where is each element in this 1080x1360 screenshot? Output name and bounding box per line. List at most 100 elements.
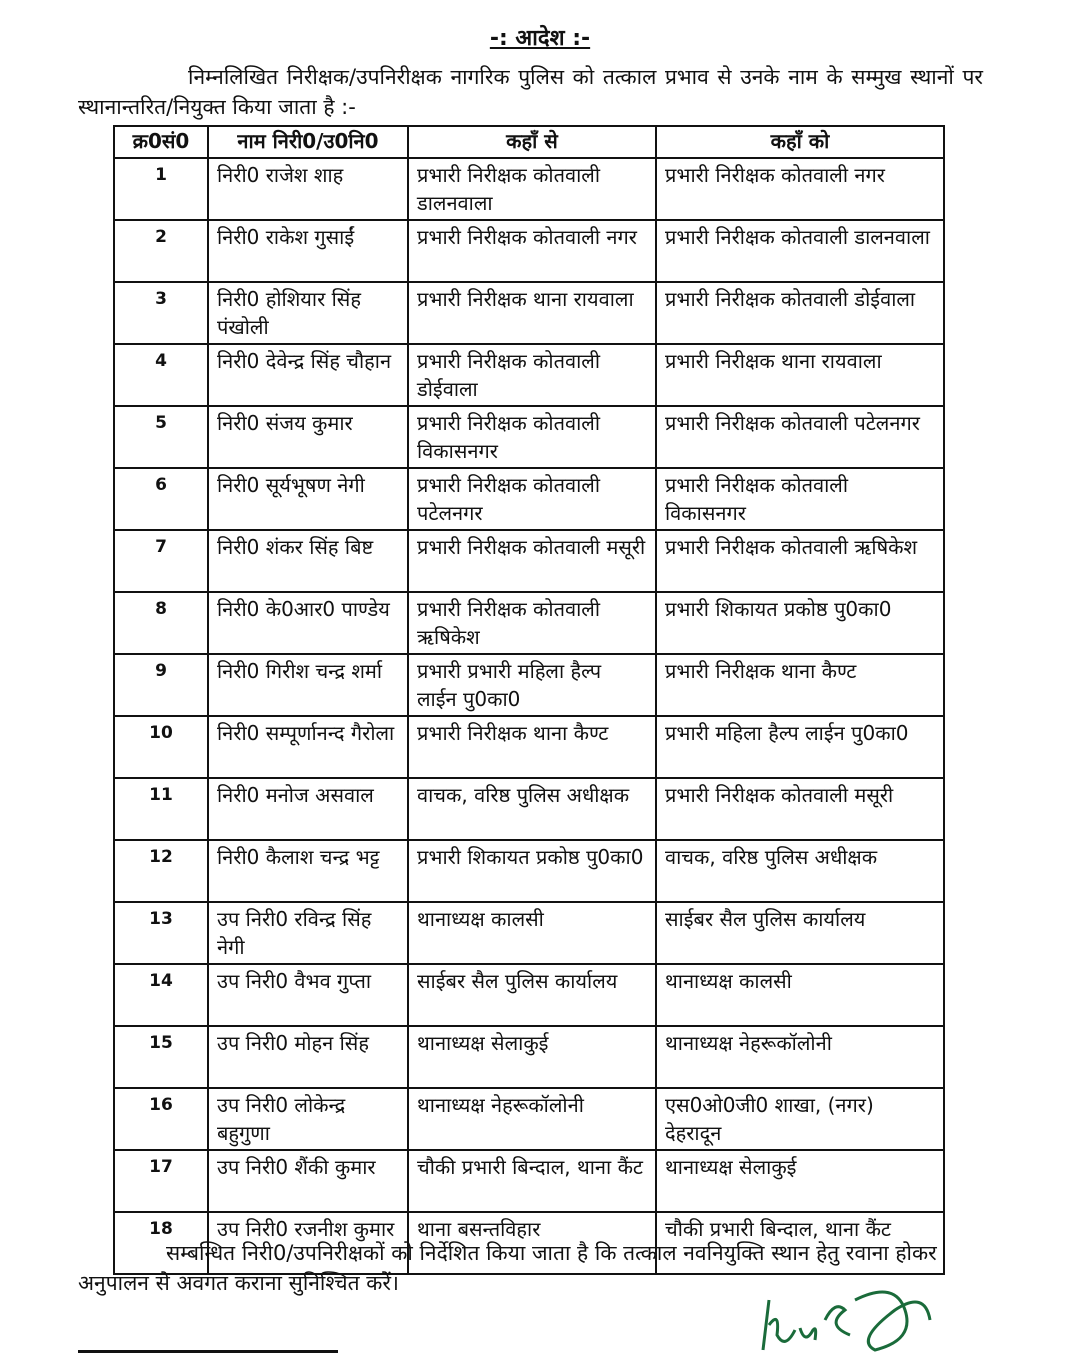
- serial-cell: 18: [113, 1211, 209, 1275]
- serial-cell: 1: [113, 157, 209, 221]
- from-cell: प्रभारी निरीक्षक कोतवाली पटेलनगर: [407, 467, 657, 531]
- from-cell: प्रभारी निरीक्षक कोतवाली नगर: [407, 219, 657, 283]
- to-cell: प्रभारी निरीक्षक कोतवाली मसूरी: [655, 777, 945, 841]
- to-cell: प्रभारी निरीक्षक कोतवाली डोईवाला: [655, 281, 945, 345]
- header-serial: क्र0सं0: [113, 125, 209, 159]
- from-cell: प्रभारी निरीक्षक थाना कैण्ट: [407, 715, 657, 779]
- table-row: 11 निरी0 मनोज असवाल वाचक, वरिष्ठ पुलिस अधी…: [113, 777, 945, 841]
- name-cell: निरी0 शंकर सिंह बिष्ट: [207, 529, 409, 593]
- name-cell: निरी0 राकेश गुसाईं: [207, 219, 409, 283]
- to-cell: प्रभारी निरीक्षक कोतवाली विकासनगर: [655, 467, 945, 531]
- from-cell: प्रभारी शिकायत प्रकोष्ठ पु0का0: [407, 839, 657, 903]
- from-cell: प्रभारी निरीक्षक थाना रायवाला: [407, 281, 657, 345]
- serial-cell: 11: [113, 777, 209, 841]
- to-cell: प्रभारी निरीक्षक कोतवाली नगर: [655, 157, 945, 221]
- serial-cell: 2: [113, 219, 209, 283]
- serial-cell: 16: [113, 1087, 209, 1151]
- table-row: 16 उप निरी0 लोकेन्द्र बहुगुणा थानाध्यक्ष न…: [113, 1087, 945, 1151]
- from-cell: प्रभारी निरीक्षक कोतवाली ऋषिकेश: [407, 591, 657, 655]
- header-to: कहाँ को: [655, 125, 945, 159]
- table-row: 18 उप निरी0 रजनीश कुमार थाना बसन्तविहार चौक…: [113, 1211, 945, 1275]
- serial-cell: 17: [113, 1149, 209, 1213]
- serial-cell: 3: [113, 281, 209, 345]
- name-cell: निरी0 राजेश शाह: [207, 157, 409, 221]
- table-header-row: क्र0सं0 नाम निरी0/उ0नि0 कहाँ से कहाँ को: [113, 125, 945, 159]
- name-cell: निरी0 सूर्यभूषण नेगी: [207, 467, 409, 531]
- order-title: -: आदेश :-: [489, 26, 591, 51]
- table-row: 12 निरी0 कैलाश चन्द्र भट्ट प्रभारी शिकायत …: [113, 839, 945, 903]
- from-cell: थानाध्यक्ष नेहरूकॉलोनी: [407, 1087, 657, 1151]
- table-row: 1 निरी0 राजेश शाह प्रभारी निरीक्षक कोतवाली…: [113, 157, 945, 221]
- from-cell: थाना बसन्तविहार: [407, 1211, 657, 1275]
- from-cell: थानाध्यक्ष सेलाकुई: [407, 1025, 657, 1089]
- to-cell: वाचक, वरिष्ठ पुलिस अधीक्षक: [655, 839, 945, 903]
- from-cell: चौकी प्रभारी बिन्दाल, थाना कैंट: [407, 1149, 657, 1213]
- from-cell: प्रभारी निरीक्षक कोतवाली डोईवाला: [407, 343, 657, 407]
- serial-cell: 13: [113, 901, 209, 965]
- to-cell: प्रभारी निरीक्षक कोतवाली पटेलनगर: [655, 405, 945, 469]
- signature: [761, 1290, 932, 1352]
- to-cell: एस0ओ0जी0 शाखा, (नगर) देहरादून: [655, 1087, 945, 1151]
- closing-paragraph: सम्बन्धित निरी0/उपनिरीक्षकों को निर्देशि…: [78, 1241, 937, 1295]
- to-cell: चौकी प्रभारी बिन्दाल, थाना कैंट: [655, 1211, 945, 1275]
- serial-cell: 6: [113, 467, 209, 531]
- serial-cell: 8: [113, 591, 209, 655]
- header-from: कहाँ से: [407, 125, 657, 159]
- from-cell: वाचक, वरिष्ठ पुलिस अधीक्षक: [407, 777, 657, 841]
- to-cell: थानाध्यक्ष सेलाकुई: [655, 1149, 945, 1213]
- serial-cell: 10: [113, 715, 209, 779]
- name-cell: निरी0 संजय कुमार: [207, 405, 409, 469]
- to-cell: प्रभारी निरीक्षक थाना रायवाला: [655, 343, 945, 407]
- to-cell: साईबर सैल पुलिस कार्यालय: [655, 901, 945, 965]
- from-cell: प्रभारी निरीक्षक कोतवाली मसूरी: [407, 529, 657, 593]
- to-cell: थानाध्यक्ष कालसी: [655, 963, 945, 1027]
- to-cell: प्रभारी महिला हैल्प लाईन पु0का0: [655, 715, 945, 779]
- table-row: 17 उप निरी0 शैंकी कुमार चौकी प्रभारी बिन्द…: [113, 1149, 945, 1213]
- to-cell: प्रभारी निरीक्षक थाना कैण्ट: [655, 653, 945, 717]
- name-cell: उप निरी0 मोहन सिंह: [207, 1025, 409, 1089]
- name-cell: उप निरी0 रविन्द्र सिंह नेगी: [207, 901, 409, 965]
- name-cell: उप निरी0 लोकेन्द्र बहुगुणा: [207, 1087, 409, 1151]
- table-row: 8 निरी0 के0आर0 पाण्डेय प्रभारी निरीक्षक को…: [113, 591, 945, 655]
- table-row: 10 निरी0 सम्पूर्णानन्द गैरोला प्रभारी निरी…: [113, 715, 945, 779]
- serial-cell: 14: [113, 963, 209, 1027]
- table-row: 5 निरी0 संजय कुमार प्रभारी निरीक्षक कोतवाल…: [113, 405, 945, 469]
- table-row: 2 निरी0 राकेश गुसाईं प्रभारी निरीक्षक कोतव…: [113, 219, 945, 283]
- table-row: 4 निरी0 देवेन्द्र सिंह चौहान प्रभारी निरीक…: [113, 343, 945, 407]
- serial-cell: 7: [113, 529, 209, 593]
- name-cell: निरी0 मनोज असवाल: [207, 777, 409, 841]
- table-row: 3 निरी0 होशियार सिंह पंखोली प्रभारी निरीक्…: [113, 281, 945, 345]
- from-cell: प्रभारी निरीक्षक कोतवाली डालनवाला: [407, 157, 657, 221]
- name-cell: निरी0 गिरीश चन्द्र शर्मा: [207, 653, 409, 717]
- name-cell: निरी0 कैलाश चन्द्र भट्ट: [207, 839, 409, 903]
- serial-cell: 12: [113, 839, 209, 903]
- table-row: 6 निरी0 सूर्यभूषण नेगी प्रभारी निरीक्षक को…: [113, 467, 945, 531]
- serial-cell: 4: [113, 343, 209, 407]
- name-cell: निरी0 देवेन्द्र सिंह चौहान: [207, 343, 409, 407]
- to-cell: प्रभारी निरीक्षक कोतवाली ऋषिकेश: [655, 529, 945, 593]
- name-cell: उप निरी0 वैभव गुप्ता: [207, 963, 409, 1027]
- intro-paragraph: निम्नलिखित निरीक्षक/उपनिरीक्षक नागरिक पु…: [78, 65, 983, 119]
- to-cell: प्रभारी शिकायत प्रकोष्ठ पु0का0: [655, 591, 945, 655]
- name-cell: निरी0 सम्पूर्णानन्द गैरोला: [207, 715, 409, 779]
- table-row: 14 उप निरी0 वैभव गुप्ता साईबर सैल पुलिस का…: [113, 963, 945, 1027]
- table-row: 9 निरी0 गिरीश चन्द्र शर्मा प्रभारी प्रभारी…: [113, 653, 945, 717]
- header-name: नाम निरी0/उ0नि0: [207, 125, 409, 159]
- serial-cell: 5: [113, 405, 209, 469]
- to-cell: थानाध्यक्ष नेहरूकॉलोनी: [655, 1025, 945, 1089]
- transfer-table: क्र0सं0 नाम निरी0/उ0नि0 कहाँ से कहाँ को …: [113, 125, 945, 1275]
- name-cell: उप निरी0 शैंकी कुमार: [207, 1149, 409, 1213]
- table-row: 15 उप निरी0 मोहन सिंह थानाध्यक्ष सेलाकुई था…: [113, 1025, 945, 1089]
- from-cell: प्रभारी प्रभारी महिला हैल्प लाईन पु0का0: [407, 653, 657, 717]
- to-cell: प्रभारी निरीक्षक कोतवाली डालनवाला: [655, 219, 945, 283]
- name-cell: निरी0 होशियार सिंह पंखोली: [207, 281, 409, 345]
- footer-line: [78, 1350, 338, 1359]
- from-cell: साईबर सैल पुलिस कार्यालय: [407, 963, 657, 1027]
- table-row: 7 निरी0 शंकर सिंह बिष्ट प्रभारी निरीक्षक क…: [113, 529, 945, 593]
- from-cell: प्रभारी निरीक्षक कोतवाली विकासनगर: [407, 405, 657, 469]
- from-cell: थानाध्यक्ष कालसी: [407, 901, 657, 965]
- table-row: 13 उप निरी0 रविन्द्र सिंह नेगी थानाध्यक्ष …: [113, 901, 945, 965]
- name-cell: उप निरी0 रजनीश कुमार: [207, 1211, 409, 1275]
- serial-cell: 15: [113, 1025, 209, 1089]
- serial-cell: 9: [113, 653, 209, 717]
